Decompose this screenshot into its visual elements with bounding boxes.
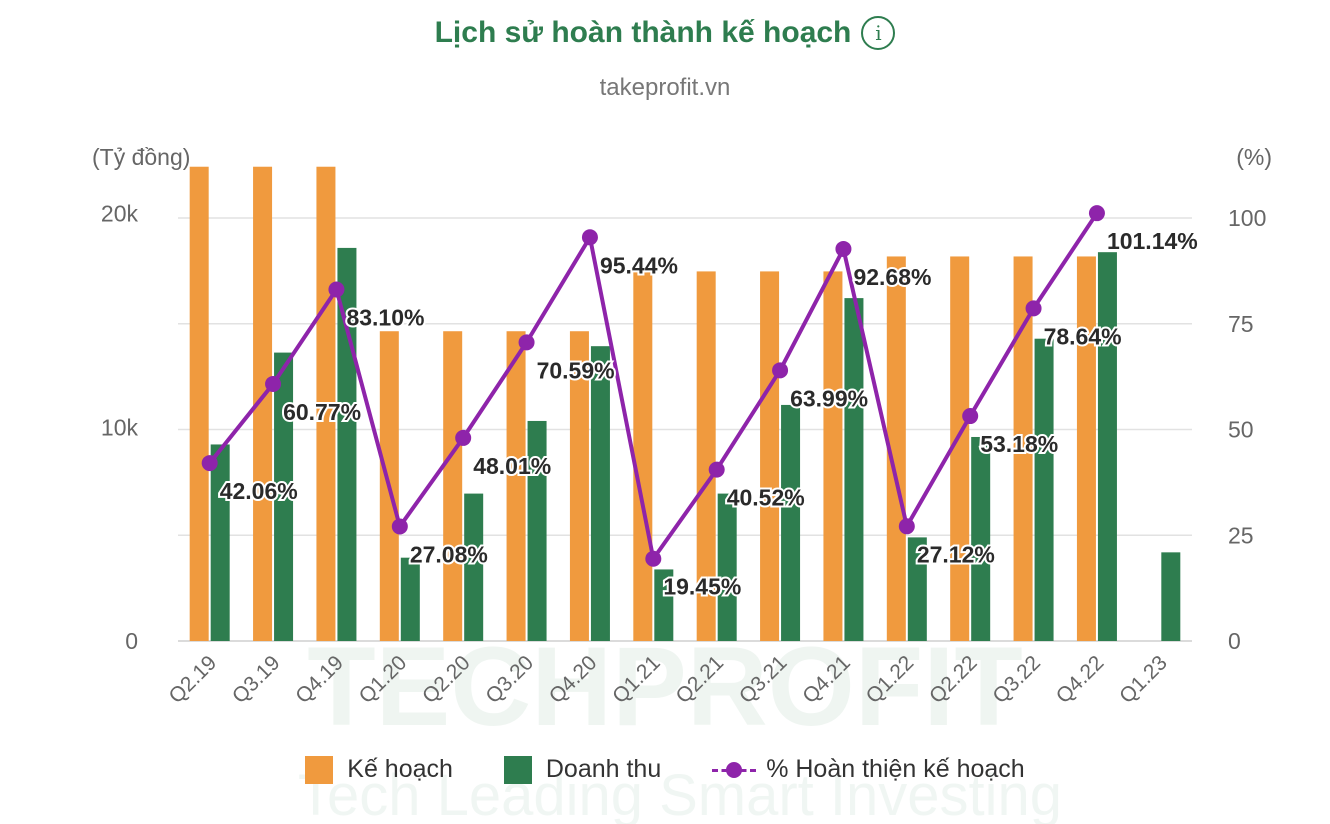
data-label-pct: 63.99% <box>790 385 868 411</box>
right-axis-label: (%) <box>1236 144 1272 170</box>
left-tick-label: 0 <box>125 628 138 654</box>
bar-revenue <box>274 352 294 641</box>
bar-plan <box>443 331 463 641</box>
right-tick-label: 100 <box>1228 205 1266 231</box>
legend-swatch-revenue <box>503 755 532 784</box>
bar-revenue <box>971 436 991 641</box>
x-tick-label: Q4.22 <box>1052 651 1109 708</box>
data-label-pct: 27.08% <box>410 541 488 567</box>
watermark-logo: TECHPROFIT <box>307 624 1023 749</box>
point-pct <box>708 461 725 478</box>
chart-title: Lịch sử hoàn thành kế hoạch <box>434 16 852 49</box>
bar-plan <box>950 256 970 641</box>
point-pct <box>518 334 535 351</box>
point-pct <box>455 429 472 446</box>
point-pct <box>328 281 345 298</box>
right-tick-label: 0 <box>1228 628 1241 654</box>
right-tick-label: 50 <box>1228 417 1254 443</box>
x-tick-label: Q2.19 <box>164 651 221 708</box>
bar-revenue <box>400 557 420 641</box>
data-label-pct: 83.10% <box>346 304 424 330</box>
bar-revenue <box>1161 552 1181 641</box>
data-label-pct: 19.45% <box>663 574 741 600</box>
legend-item-pct[interactable]: % Hoàn thiện kế hoạch <box>712 754 1025 784</box>
point-pct <box>201 455 218 472</box>
bar-revenue <box>590 346 610 641</box>
data-label-pct: 53.18% <box>980 431 1058 457</box>
left-axis-label: (Tỷ đồng) <box>92 144 191 170</box>
bar-revenue <box>654 569 674 641</box>
point-pct <box>835 240 852 257</box>
bar-revenue <box>464 493 484 641</box>
data-label-pct: 60.77% <box>283 399 361 425</box>
x-tick-label: Q3.19 <box>228 651 285 708</box>
point-pct <box>962 408 979 425</box>
left-tick-label: 20k <box>101 201 139 227</box>
bar-plan <box>886 256 906 641</box>
bar-revenue <box>1097 252 1117 641</box>
bar-plan <box>760 271 780 641</box>
bar-revenue <box>781 404 801 641</box>
data-label-pct: 95.44% <box>600 252 678 278</box>
data-label-pct: 92.68% <box>853 264 931 290</box>
info-icon[interactable]: i <box>861 16 896 50</box>
legend-line-pct <box>712 756 757 784</box>
legend-swatch-plan <box>305 755 334 784</box>
bar-revenue <box>527 420 547 641</box>
bar-revenue <box>907 537 927 641</box>
point-pct <box>265 375 282 392</box>
bar-plan <box>1076 256 1096 641</box>
left-tick-label: 10k <box>101 414 139 440</box>
data-label-pct: 27.12% <box>917 541 995 567</box>
right-tick-label: 75 <box>1228 311 1254 337</box>
bar-revenue <box>844 298 864 641</box>
legend-item-revenue[interactable]: Doanh thu <box>503 754 662 784</box>
data-label-pct: 78.64% <box>1044 323 1122 349</box>
data-label-pct: 42.06% <box>220 478 298 504</box>
watermark-tagline: Tech Leading Smart Investing <box>298 763 1062 824</box>
legend-label-revenue: Doanh thu <box>545 755 662 784</box>
legend-label-pct: % Hoàn thiện kế hoạch <box>766 755 1025 784</box>
data-label-pct: 40.52% <box>727 485 805 511</box>
bar-revenue <box>210 444 230 641</box>
bar-plan <box>633 271 653 641</box>
bar-plan <box>189 166 209 641</box>
bar-plan <box>569 331 589 641</box>
legend: Kế hoạch Doanh thu % Hoàn thiện kế hoạch <box>0 754 1330 784</box>
point-pct <box>645 550 662 567</box>
legend-label-plan: Kế hoạch <box>347 755 453 784</box>
point-pct <box>772 362 789 379</box>
bar-plan <box>1013 256 1033 641</box>
bar-plan <box>506 331 526 641</box>
bar-plan <box>253 166 273 641</box>
data-label-pct: 101.14% <box>1107 228 1198 254</box>
bar-revenue <box>1034 338 1054 641</box>
point-pct <box>898 518 915 535</box>
point-pct <box>1088 205 1105 222</box>
bar-plan <box>823 271 843 641</box>
chart-subtitle: takeprofit.vn <box>599 74 731 101</box>
point-pct <box>1025 300 1042 317</box>
title-row: Lịch sử hoàn thành kế hoạch i <box>0 16 1330 50</box>
x-tick-label: Q1.23 <box>1115 651 1172 708</box>
bar-revenue <box>717 493 737 641</box>
point-pct <box>581 229 598 246</box>
legend-item-plan[interactable]: Kế hoạch <box>305 754 453 784</box>
point-pct <box>391 518 408 535</box>
data-label-pct: 48.01% <box>473 453 551 479</box>
data-label-pct: 70.59% <box>537 357 615 383</box>
bar-plan <box>696 271 716 641</box>
right-tick-label: 25 <box>1228 522 1254 548</box>
